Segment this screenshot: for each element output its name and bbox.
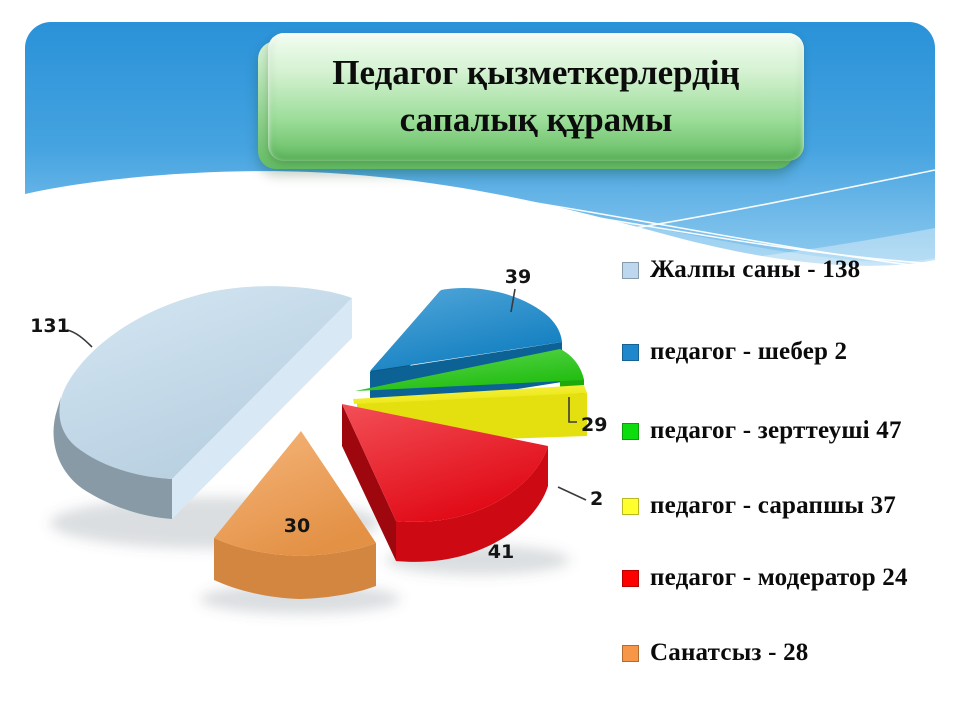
pie-slice-lightblue-side-1 xyxy=(172,298,352,519)
legend-swatch xyxy=(622,261,639,279)
pie-slice-lightblue[interactable] xyxy=(53,286,352,519)
wave-white-foreground xyxy=(25,171,935,305)
pie-slice-green-top xyxy=(355,349,584,391)
legend-label: Санатсыз - 28 xyxy=(650,639,809,666)
pie-slice-orange[interactable] xyxy=(214,431,376,599)
legend-item-4[interactable]: педагог - модератор 24 xyxy=(622,564,908,591)
pie-data-label-red: 41 xyxy=(488,541,514,563)
pie-slice-lightblue-side-0 xyxy=(53,390,173,519)
legend-label: педагог - модератор 24 xyxy=(650,564,908,591)
legend-swatch xyxy=(622,343,639,361)
pie-slice-orange-side-0 xyxy=(214,538,376,599)
legend-label: педагог - зерттеуші 47 xyxy=(650,417,902,444)
legend-item-2[interactable]: педагог - зерттеуші 47 xyxy=(622,417,902,444)
legend-item-1[interactable]: педагог - шебер 2 xyxy=(622,338,848,365)
pie-leader-yellow xyxy=(557,486,587,501)
pie-slice-red-side-0 xyxy=(342,404,396,561)
legend-item-3[interactable]: педагог - сарапшы 37 xyxy=(622,492,896,519)
pie-slice-red[interactable] xyxy=(342,404,548,562)
pie-slice-red-top xyxy=(342,404,548,522)
title-box-face: Педагог қызметкерлердің сапалық құрамы xyxy=(268,33,804,161)
legend-label: Жалпы саны - 138 xyxy=(650,256,861,283)
pie-leader-lightblue xyxy=(66,329,93,348)
pie-data-label-lightblue: 131 xyxy=(30,315,70,337)
pie-leader-blue xyxy=(510,288,516,313)
pie-slice-yellow-top xyxy=(353,385,587,404)
legend-swatch xyxy=(622,422,639,440)
pie-data-label-yellow: 2 xyxy=(590,488,603,510)
pie-slice-blue-top xyxy=(370,288,562,371)
legend-swatch xyxy=(622,497,639,515)
slide-title-line-1: Педагог қызметкерлердің xyxy=(332,53,740,93)
pie-leader-green xyxy=(568,397,577,423)
slide-title-line-2: сапалық құрамы xyxy=(399,100,673,139)
legend-label: педагог - сарапшы 37 xyxy=(650,492,896,519)
title-box: Педагог қызметкерлердің сапалық құрамы xyxy=(258,33,804,169)
pie-slice-lightblue-top xyxy=(59,286,352,479)
legend-label: педагог - шебер 2 xyxy=(650,338,848,365)
pie-data-label-blue: 39 xyxy=(505,266,531,288)
pie-data-label-green: 29 xyxy=(581,414,607,436)
pie-slice-orange-top xyxy=(214,431,376,556)
legend-item-0[interactable]: Жалпы саны - 138 xyxy=(622,256,861,283)
pie-slice-red-side-1 xyxy=(396,446,548,562)
legend-swatch xyxy=(622,569,639,587)
pie-data-label-orange: 30 xyxy=(284,515,310,537)
legend-item-5[interactable]: Санатсыз - 28 xyxy=(622,639,809,666)
legend-swatch xyxy=(622,644,639,662)
